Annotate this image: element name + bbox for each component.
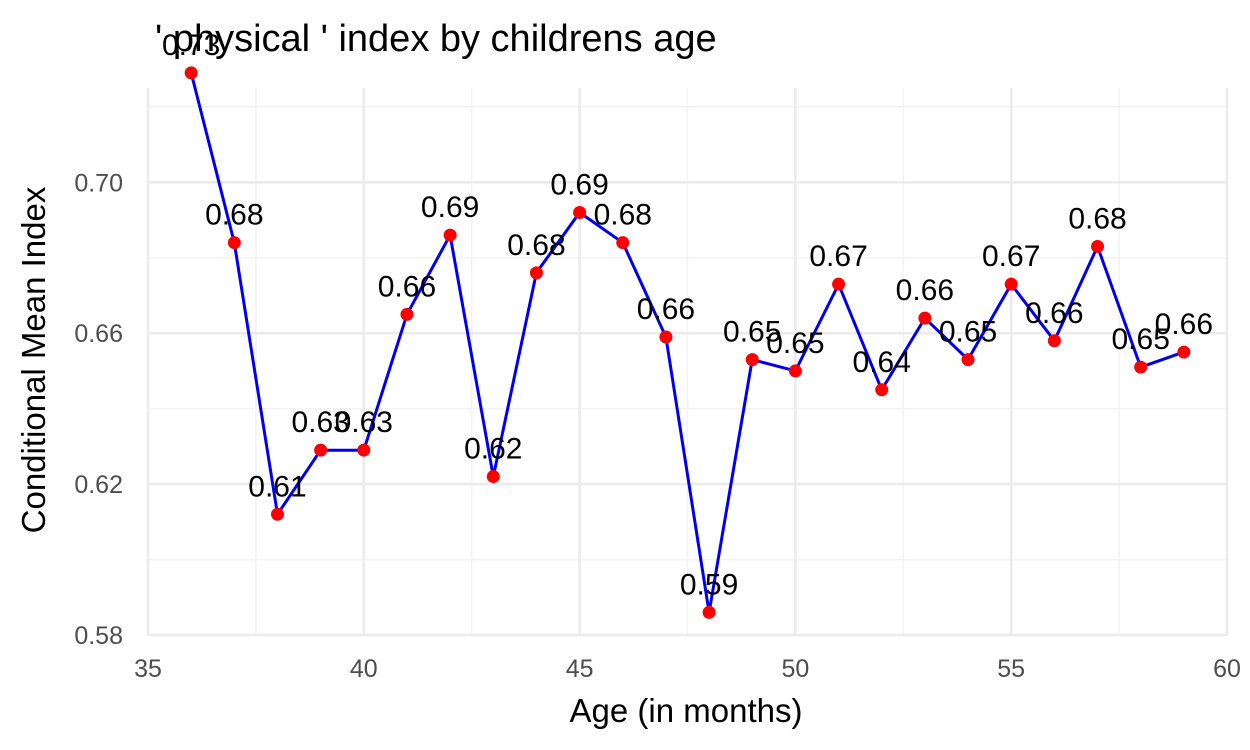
y-tick-label: 0.66	[74, 320, 123, 348]
data-point	[875, 383, 889, 397]
x-axis-ticks: 35 40 45 50 55 60	[134, 655, 1241, 683]
data-point	[529, 266, 543, 280]
data-label: 0.67	[809, 240, 867, 273]
y-tick-label: 0.70	[74, 169, 123, 197]
data-label: 0.69	[421, 191, 479, 224]
data-point	[659, 330, 673, 344]
data-point	[227, 236, 241, 250]
data-label: 0.67	[982, 240, 1040, 273]
data-point	[1091, 239, 1105, 253]
data-point	[1047, 334, 1061, 348]
data-label: 0.61	[248, 470, 306, 503]
x-tick-label: 40	[350, 655, 378, 683]
series	[184, 66, 1191, 619]
x-tick-label: 35	[134, 655, 162, 683]
data-label: 0.68	[594, 199, 652, 232]
data-point	[573, 205, 587, 219]
data-point	[486, 470, 500, 484]
data-point	[961, 353, 975, 367]
data-point	[184, 66, 198, 80]
data-point	[918, 311, 932, 325]
grid-lines	[146, 88, 1229, 637]
data-point	[400, 307, 414, 321]
data-label: 0.68	[507, 229, 565, 262]
data-point	[1134, 360, 1148, 374]
data-point	[616, 236, 630, 250]
x-tick-label: 60	[1213, 655, 1241, 683]
y-axis-ticks: 0.58 0.62 0.66 0.70	[74, 169, 123, 650]
data-label: 0.63	[335, 406, 393, 439]
data-label: 0.73	[162, 29, 220, 62]
data-labels: 0.730.680.610.630.630.660.690.620.680.69…	[162, 29, 1213, 601]
data-label: 0.65	[1111, 323, 1169, 356]
data-point	[443, 228, 457, 242]
data-label: 0.69	[550, 168, 608, 201]
data-label: 0.66	[896, 274, 954, 307]
data-point	[357, 443, 371, 457]
x-axis-title: Age (in months)	[570, 692, 803, 729]
data-label: 0.63	[291, 406, 349, 439]
data-label: 0.65	[766, 327, 824, 360]
data-label: 0.66	[378, 270, 436, 303]
series-line	[189, 72, 1185, 613]
y-axis-title: Conditional Mean Index	[15, 186, 52, 533]
data-point	[702, 605, 716, 619]
data-label: 0.64	[853, 346, 911, 379]
data-point	[270, 507, 284, 521]
data-label: 0.66	[637, 293, 695, 326]
data-label: 0.66	[1155, 308, 1213, 341]
data-label: 0.62	[464, 433, 522, 466]
data-label: 0.65	[939, 316, 997, 349]
chart-title: ' physical ' index by childrens age	[155, 18, 717, 60]
data-point	[1177, 345, 1191, 359]
data-label: 0.59	[680, 568, 738, 601]
x-tick-label: 50	[781, 655, 809, 683]
y-tick-label: 0.62	[74, 471, 123, 499]
data-label: 0.68	[1068, 202, 1126, 235]
x-tick-label: 55	[997, 655, 1025, 683]
data-label: 0.65	[723, 316, 781, 349]
data-point	[832, 277, 846, 291]
y-tick-label: 0.58	[74, 622, 123, 650]
x-tick-label: 45	[566, 655, 594, 683]
data-point	[1004, 277, 1018, 291]
data-label: 0.66	[1025, 297, 1083, 330]
data-label: 0.68	[205, 199, 263, 232]
data-point	[314, 443, 328, 457]
data-point	[745, 353, 759, 367]
data-point	[788, 364, 802, 378]
